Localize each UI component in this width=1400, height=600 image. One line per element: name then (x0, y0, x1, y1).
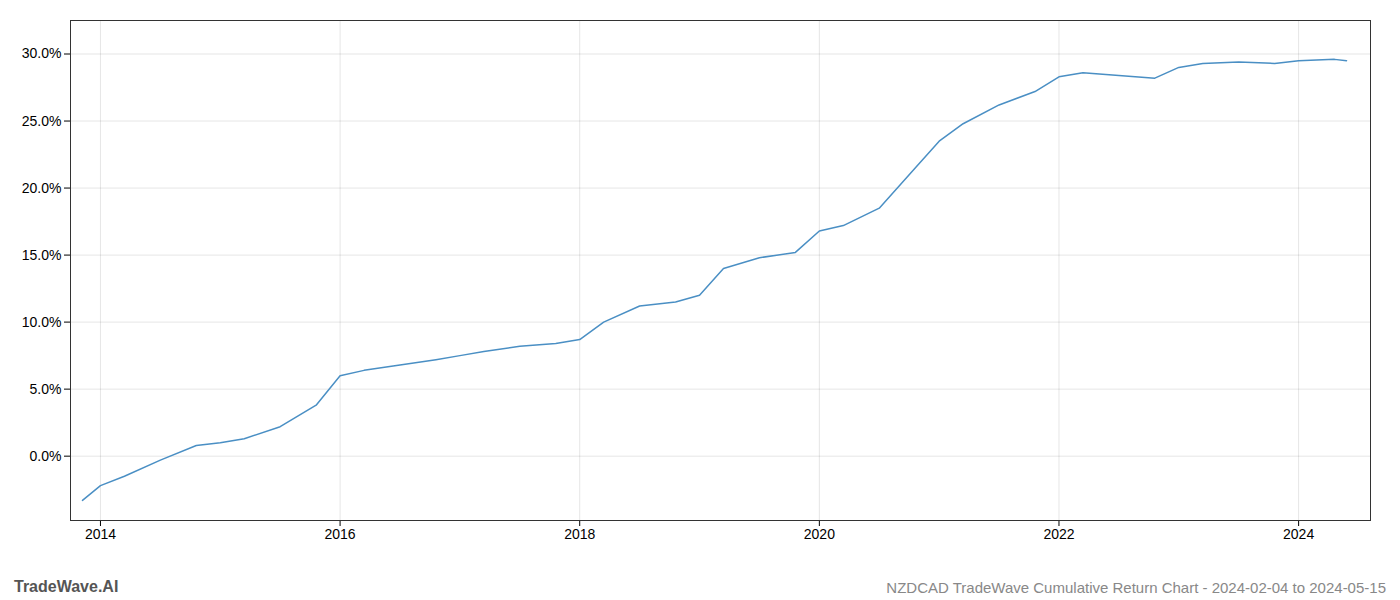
svg-text:10.0%: 10.0% (22, 314, 62, 330)
html-text:TradeWave.AI: TradeWave.AI (14, 578, 119, 595)
svg-text:2022: 2022 (1043, 526, 1074, 542)
svg-text:25.0%: 25.0% (22, 113, 62, 129)
svg-text:2016: 2016 (325, 526, 356, 542)
svg-text:2024: 2024 (1283, 526, 1314, 542)
svg-text:2020: 2020 (804, 526, 835, 542)
svg-text:20.0%: 20.0% (22, 180, 62, 196)
svg-text:5.0%: 5.0% (30, 381, 62, 397)
html-text:NZDCAD TradeWave Cumulative Re: NZDCAD TradeWave Cumulative Return Chart… (886, 579, 1386, 596)
svg-text:15.0%: 15.0% (22, 247, 62, 263)
svg-text:2018: 2018 (564, 526, 595, 542)
svg-text:2014: 2014 (85, 526, 116, 542)
svg-text:30.0%: 30.0% (22, 45, 62, 61)
svg-text:0.0%: 0.0% (30, 448, 62, 464)
